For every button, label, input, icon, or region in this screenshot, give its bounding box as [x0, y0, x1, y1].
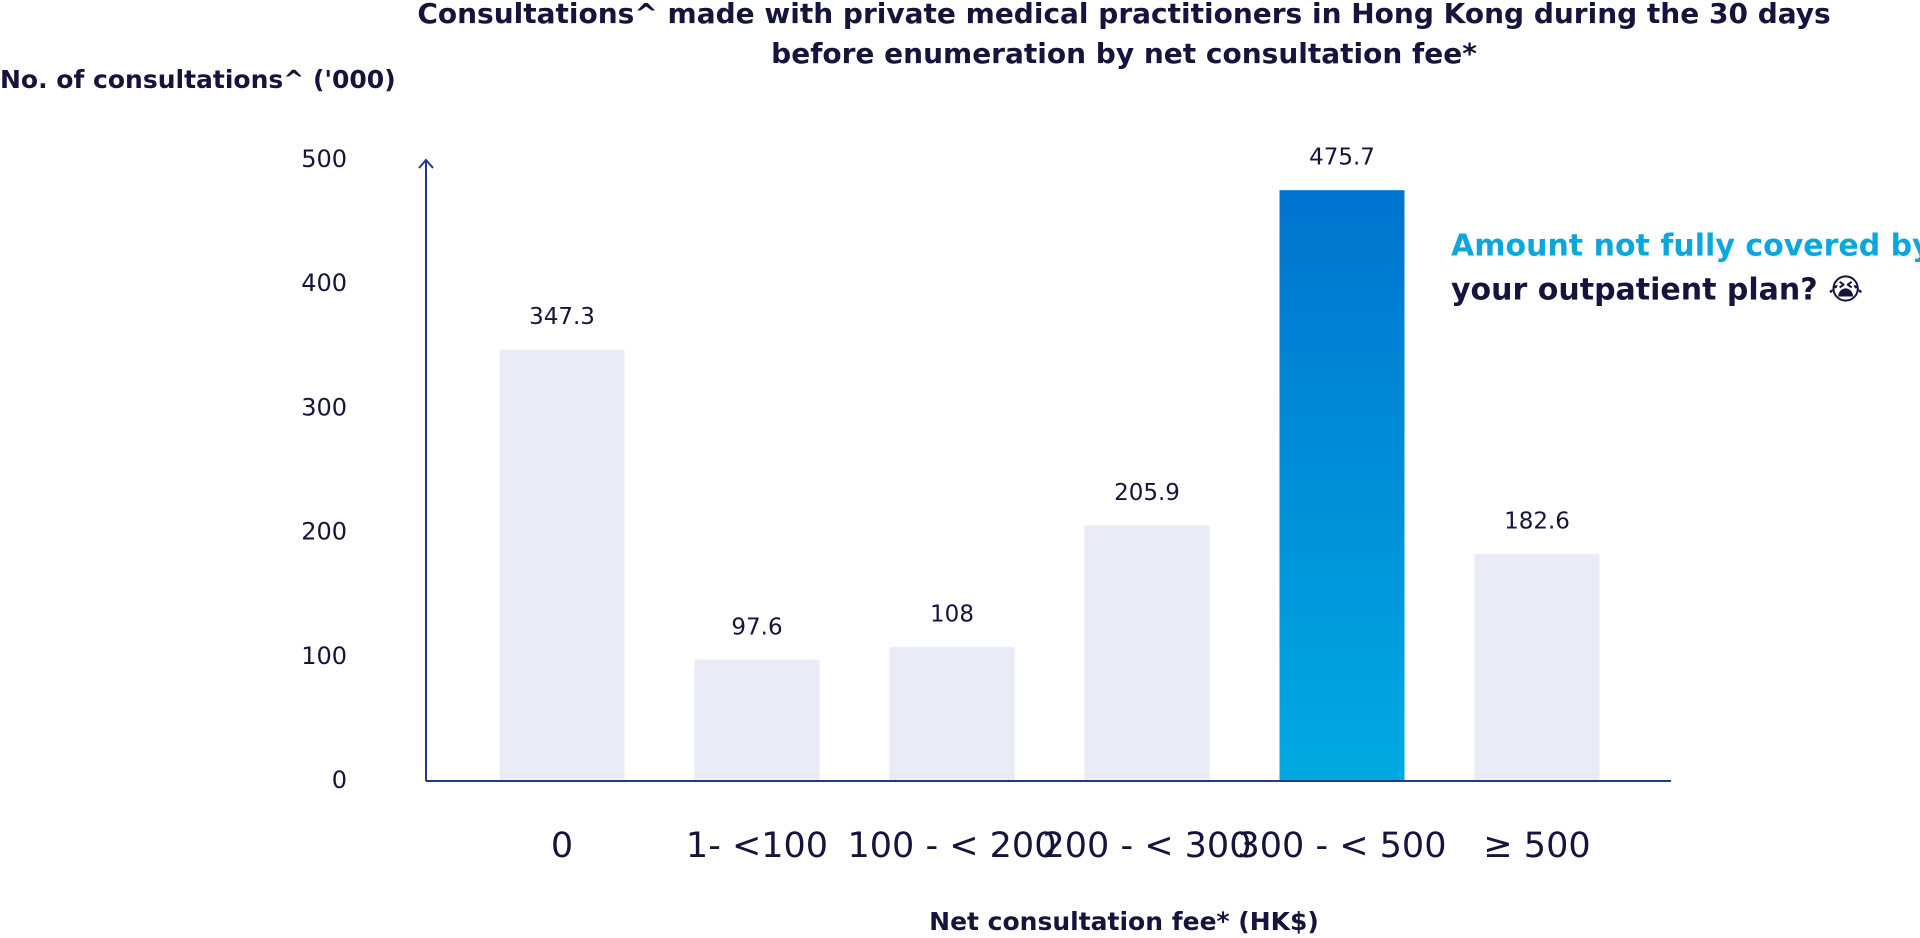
bar [889, 646, 1015, 781]
y-tick-label: 500 [301, 145, 347, 173]
y-tick-label: 300 [301, 393, 347, 421]
x-tick-label: 0 [551, 826, 573, 866]
bar [499, 349, 625, 781]
y-tick-label: 100 [301, 642, 347, 670]
value-label: 205.9 [1114, 480, 1180, 506]
y-axis-arrow [418, 158, 434, 169]
x-tick-label: 200 - < 300 [1043, 826, 1252, 866]
x-tick-label: 100 - < 200 [848, 826, 1057, 866]
bar [1279, 190, 1405, 781]
value-label: 347.3 [529, 304, 595, 330]
x-tick-label: 1- <100 [686, 826, 828, 866]
bar [694, 659, 820, 781]
chart-title: before enumeration by net consultation f… [771, 37, 1477, 70]
bar [1084, 525, 1210, 781]
x-tick-label: 300 - < 500 [1238, 826, 1447, 866]
y-tick-label: 0 [332, 766, 347, 794]
value-label: 182.6 [1504, 509, 1570, 535]
y-tick-label: 400 [301, 269, 347, 297]
chart-title: Consultations^ made with private medical… [417, 0, 1830, 30]
value-label: 108 [930, 601, 974, 627]
x-axis-label: Net consultation fee* (HK$) [929, 907, 1319, 936]
annotation: your outpatient plan? 😭 [1451, 273, 1863, 308]
bar [1474, 554, 1600, 781]
annotation: Amount not fully covered by [1451, 229, 1920, 264]
y-axis-label: No. of consultations^ ('000) [0, 65, 396, 94]
value-label: 97.6 [731, 614, 782, 640]
value-label: 475.7 [1309, 145, 1375, 171]
y-tick-label: 200 [301, 518, 347, 546]
x-tick-label: ≥ 500 [1483, 826, 1590, 866]
